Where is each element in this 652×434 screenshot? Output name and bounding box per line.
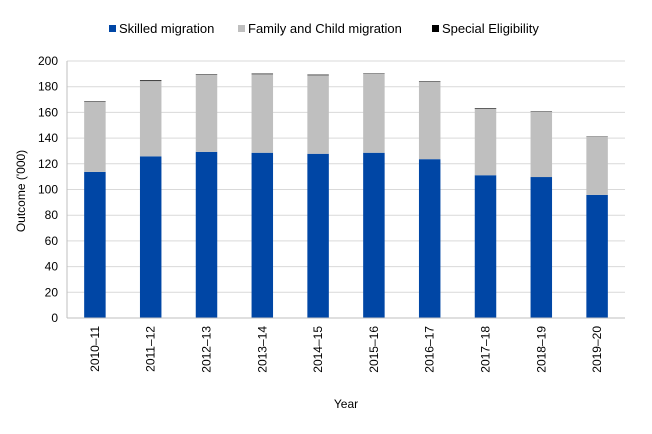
bar-family-and-child-migration-6 [418,81,441,160]
bar-family-and-child-migration-1 [139,81,162,157]
legend-label: Family and Child migration [248,21,402,36]
y-tick-label: 80 [45,208,59,222]
bar-skilled-migration-8 [530,177,553,318]
bar-special-eligibility-1 [139,80,162,82]
y-tick-label: 100 [38,183,58,197]
y-tick-label: 60 [45,234,59,248]
bar-family-and-child-migration-2 [195,74,218,152]
bar-skilled-migration-9 [586,194,608,318]
bar-family-and-child-migration-9 [586,136,608,195]
x-tick-label: 2019–20 [590,326,604,373]
axes: 0 20 40 60 80 100 120 140 160 180 200 2010–11 2011–1… [38,54,625,373]
legend-swatch [238,25,245,32]
x-tick-label: 2017–18 [479,326,493,373]
bar-family-and-child-migration-7 [474,108,497,176]
y-tick-label: 160 [38,105,58,119]
y-tick-label: 140 [38,131,58,145]
bar-skilled-migration-6 [418,159,441,318]
y-tick-label: 120 [38,157,58,171]
legend-item-skilled-migration: Skilled migration [109,21,214,36]
bar-family-and-child-migration-3 [251,74,274,153]
x-tick-label: 2015–16 [367,326,381,373]
x-tick-label: 2011–12 [144,326,158,372]
legend-label: Skilled migration [119,21,214,36]
bar-skilled-migration-7 [474,175,497,318]
bars [84,73,608,318]
bar-special-eligibility-4 [307,74,329,76]
bar-special-eligibility-6 [418,81,441,82]
bar-special-eligibility-3 [251,73,274,75]
bar-special-eligibility-7 [474,108,497,109]
bar-family-and-child-migration-0 [84,101,106,172]
x-axis-title: Year [334,397,358,411]
bar-skilled-migration-4 [307,153,329,318]
bar-family-and-child-migration-4 [307,75,329,154]
bar-skilled-migration-5 [363,152,385,318]
bar-skilled-migration-0 [84,171,106,318]
bar-skilled-migration-2 [195,151,218,318]
legend-swatch [109,25,116,32]
y-tick-label: 20 [45,285,59,299]
y-tick-label: 180 [38,80,58,94]
y-tick-label: 40 [45,260,59,274]
bar-skilled-migration-1 [139,156,162,318]
legend-label: Special Eligibility [442,21,539,36]
x-tick-label: 2018–19 [534,326,548,373]
x-tick-label: 2012–13 [200,326,214,373]
bar-skilled-migration-3 [251,152,274,318]
legend-item-family-and-child-migration: Family and Child migration [238,21,402,36]
x-tick-label: 2010–11 [88,326,102,372]
bar-family-and-child-migration-8 [530,111,553,178]
bar-family-and-child-migration-5 [363,73,385,153]
x-tick-label: 2013–14 [255,326,269,373]
legend: Skilled migration Family and Child migrat… [109,21,539,36]
x-tick-label: 2016–17 [423,326,437,373]
x-tick-label: 2014–15 [311,326,325,373]
legend-item-special-eligibility: Special Eligibility [432,21,539,36]
y-tick-label: 200 [38,54,58,68]
y-axis-title: Outcome ('000) [14,150,28,232]
y-tick-label: 0 [51,311,58,325]
legend-swatch [432,25,439,32]
bar-special-eligibility-0 [84,101,106,102]
